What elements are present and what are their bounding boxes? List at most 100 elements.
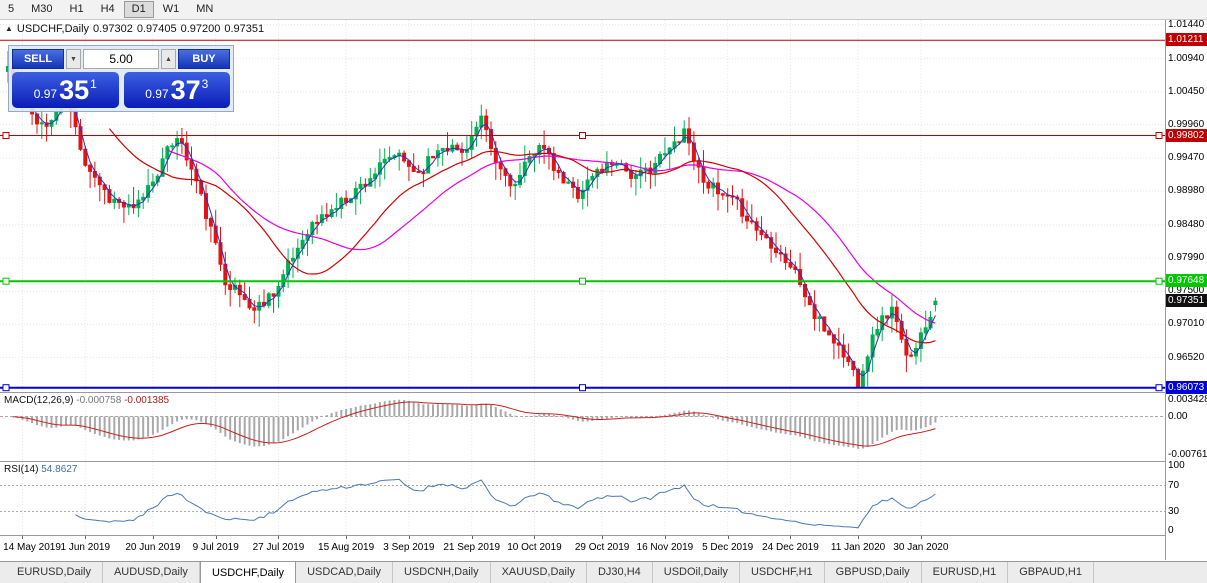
chart-tab-XAUUSD-Daily[interactable]: XAUUSD,Daily	[490, 562, 587, 583]
date-tick-mark	[216, 536, 217, 539]
macd-name: MACD(12,26,9)	[4, 395, 74, 406]
rsi-scale-label: 100	[1168, 460, 1185, 471]
rsi-value: 54.8627	[41, 464, 78, 475]
price-axis-label: 0.97010	[1168, 318, 1205, 330]
price-axis-label: 0.97990	[1168, 252, 1205, 264]
macd-scale-max: 0.003428	[1168, 394, 1207, 405]
chart-tab-GBPUSD-Daily[interactable]: GBPUSD,Daily	[824, 562, 922, 583]
timeframe-button-5[interactable]: 5	[0, 1, 23, 18]
volume-input[interactable]	[83, 49, 159, 69]
date-tick-label: 24 Dec 2019	[762, 542, 819, 553]
price-axis-label: 0.99470	[1168, 151, 1205, 163]
price-axis-label: 0.96520	[1168, 351, 1205, 363]
date-tick-mark	[278, 536, 279, 539]
macd-scale-min: -0.00761	[1168, 449, 1207, 460]
chart-tab-AUDUSD-Daily[interactable]: AUDUSD,Daily	[102, 562, 200, 583]
date-tick-mark	[728, 536, 729, 539]
sell-price-prefix: 0.97	[33, 87, 58, 101]
rsi-scale-label: 0	[1168, 525, 1174, 536]
date-tick-label: 21 Sep 2019	[443, 542, 501, 553]
price-axis-label: 0.98980	[1168, 185, 1205, 197]
date-tick-mark	[22, 536, 23, 539]
price-axis-label: 0.98480	[1168, 218, 1205, 230]
date-tick-mark	[409, 536, 410, 539]
panel-divider[interactable]	[0, 461, 1165, 462]
date-tick-label: 10 Oct 2019	[507, 542, 562, 553]
volume-spin-up-button[interactable]: ▲	[161, 49, 176, 69]
chart-symbol-label: USDCHF,Daily	[16, 23, 90, 35]
chart-tab-USDOil-Daily[interactable]: USDOil,Daily	[652, 562, 740, 583]
sell-price-big-digits: 35	[59, 74, 90, 105]
timeframe-button-W1[interactable]: W1	[154, 1, 188, 18]
panel-divider[interactable]	[0, 392, 1165, 393]
chart-tab-USDCHF-H1[interactable]: USDCHF,H1	[739, 562, 825, 583]
date-tick-label: 14 May 2019	[3, 542, 61, 553]
sell-price-button[interactable]: 0.97 35 1	[12, 72, 119, 108]
chart-tab-GBPAUD-H1[interactable]: GBPAUD,H1	[1008, 562, 1094, 583]
quote-close: 0.97351	[224, 23, 265, 35]
rsi-label: RSI(14) 54.8627	[4, 464, 77, 475]
date-tick-mark	[790, 536, 791, 539]
buy-price-pipette: 3	[201, 77, 209, 91]
date-tick-label: 16 Nov 2019	[636, 542, 694, 553]
date-axis: 14 May 2019 1 Jun 2019 20 Jun 2019 9 Jul 20…	[0, 536, 1165, 560]
price-axis-label: 1.00450	[1168, 85, 1205, 97]
date-tick-label: 27 Jul 2019	[252, 542, 305, 553]
date-tick-label: 11 Jan 2020	[830, 542, 886, 553]
rsi-indicator-canvas[interactable]	[0, 462, 1165, 535]
price-level-badge[interactable]: 1.01211	[1166, 33, 1207, 47]
date-tick-label: 29 Oct 2019	[574, 542, 630, 553]
price-axis-label: 1.01440	[1168, 18, 1205, 30]
chart-marker-icon: ▲	[5, 24, 13, 33]
quote-low: 0.97200	[180, 23, 221, 35]
sell-button[interactable]: SELL	[12, 49, 64, 69]
rsi-name: RSI(14)	[4, 464, 39, 475]
date-tick-label: 3 Sep 2019	[383, 542, 435, 553]
panel-divider	[0, 535, 1165, 536]
date-tick-label: 1 Jun 2019	[60, 542, 111, 553]
date-tick-mark	[921, 536, 922, 539]
timeframe-button-MN[interactable]: MN	[188, 1, 222, 18]
price-level-badge[interactable]: 0.96073	[1166, 380, 1207, 394]
chart-tab-USDCAD-Daily[interactable]: USDCAD,Daily	[296, 562, 394, 583]
main-chart-canvas[interactable]	[0, 20, 1165, 392]
chart-tab-EURUSD-Daily[interactable]: EURUSD,Daily	[6, 562, 103, 583]
buy-price-button[interactable]: 0.97 37 3	[123, 72, 230, 108]
price-axis-label: 0.97500	[1168, 285, 1205, 297]
timeframe-button-H1[interactable]: H1	[61, 1, 92, 18]
macd-label: MACD(12,26,9) -0.000758 -0.001385	[4, 395, 169, 406]
macd-value-signal: -0.001385	[124, 395, 170, 406]
chart-tab-USDCNH-Daily[interactable]: USDCNH,Daily	[393, 562, 491, 583]
timeframe-button-H4[interactable]: H4	[92, 1, 123, 18]
date-tick-mark	[153, 536, 154, 539]
chart-tab-USDCHF-Daily[interactable]: USDCHF,Daily	[199, 561, 297, 583]
price-level-badge[interactable]: 0.97648	[1166, 274, 1207, 288]
timeframe-button-M30[interactable]: M30	[23, 1, 61, 18]
date-tick-mark	[858, 536, 859, 539]
one-click-trading-panel: SELL ▼ ▲ BUY 0.97 35 1 0.97 37 3	[8, 45, 234, 112]
bid-price-badge: 0.97351	[1166, 294, 1207, 308]
buy-price-prefix: 0.97	[145, 87, 169, 101]
price-axis-separator	[1165, 20, 1166, 560]
buy-button[interactable]: BUY	[178, 49, 230, 69]
macd-value-main: -0.000758	[76, 395, 122, 406]
date-tick-label: 9 Jul 2019	[192, 542, 239, 553]
timeframe-button-D1[interactable]: D1	[123, 1, 154, 18]
date-tick-mark	[602, 536, 603, 539]
date-tick-mark	[534, 536, 535, 539]
macd-indicator-canvas[interactable]	[0, 393, 1165, 461]
rsi-scale-label: 30	[1168, 505, 1180, 517]
date-tick-label: 20 Jun 2019	[125, 542, 181, 553]
chevron-down-icon: ▼	[70, 55, 77, 63]
quote-high: 0.97405	[136, 23, 177, 35]
volume-dropdown-button[interactable]: ▼	[66, 49, 81, 69]
date-tick-mark	[346, 536, 347, 539]
date-tick-label: 5 Dec 2019	[702, 542, 754, 553]
sell-price-pipette: 1	[90, 77, 97, 91]
chart-tab-EURUSD-H1[interactable]: EURUSD,H1	[921, 562, 1009, 583]
quote-open: 0.97302	[93, 23, 133, 35]
chart-tab-DJ30-H4[interactable]: DJ30,H4	[586, 562, 653, 583]
price-level-badge[interactable]: 0.99802	[1166, 128, 1207, 142]
price-axis-label: 1.00940	[1168, 52, 1205, 64]
